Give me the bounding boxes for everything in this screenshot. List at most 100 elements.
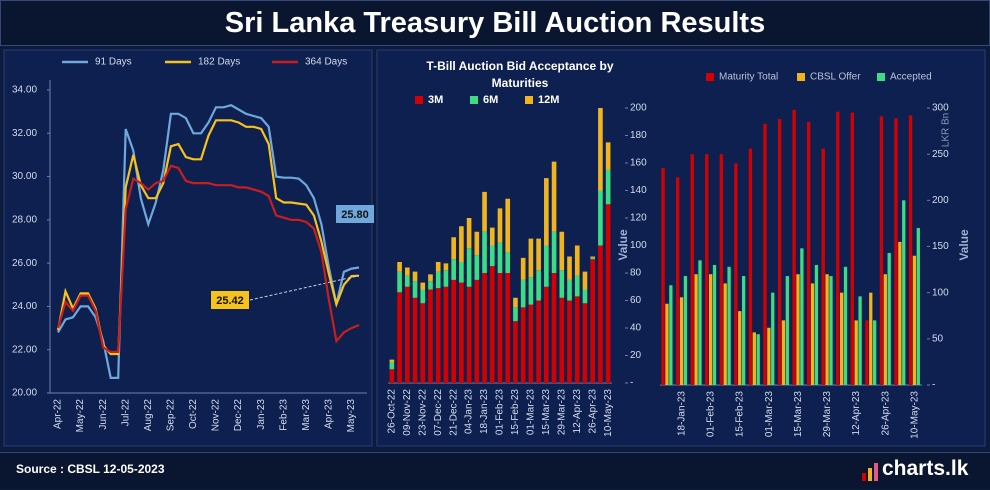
bar-segment — [528, 304, 534, 383]
bar-segment — [459, 282, 464, 383]
x-tick-label: 26-Apr-23 — [587, 389, 598, 434]
bar-segment — [466, 248, 472, 287]
bar-segment — [590, 257, 596, 260]
bar — [741, 276, 746, 385]
x-tick-label: 23-Nov-22 — [417, 389, 428, 436]
bar — [912, 255, 917, 385]
panel — [3, 49, 373, 447]
label-connector — [249, 275, 360, 301]
y-tick-label: 120 — [630, 213, 647, 224]
bar-segment — [513, 297, 518, 308]
bar — [843, 266, 848, 385]
bar-segment — [489, 227, 495, 246]
x-tick-label: Mar-23 — [301, 399, 312, 431]
y-tick-label: 150 — [932, 241, 949, 252]
legend-swatch — [877, 73, 885, 81]
x-tick-label: 09-Nov-22 — [402, 389, 413, 436]
bar — [679, 297, 684, 385]
bar-segment — [404, 275, 410, 287]
bar — [908, 115, 913, 386]
bar-segment — [412, 281, 418, 298]
y-tick-label: 60 — [630, 295, 642, 306]
bar-segment — [489, 266, 495, 383]
legend-swatch — [525, 96, 533, 104]
bar-segment — [451, 279, 456, 383]
bar — [850, 112, 854, 385]
bar — [752, 332, 756, 385]
bar — [727, 266, 731, 385]
line-series — [56, 164, 360, 353]
x-tick-label: 29-Mar-23 — [556, 389, 567, 436]
bar-segment — [567, 300, 572, 383]
bar-segment — [505, 252, 511, 273]
x-tick-label: 01-Mar-23 — [526, 389, 537, 436]
bar — [763, 123, 767, 386]
bar-segment — [497, 273, 503, 383]
bar — [771, 292, 775, 385]
bar — [902, 200, 906, 385]
bar — [829, 276, 833, 385]
bar-segment — [551, 231, 557, 273]
bar — [698, 260, 702, 385]
bar — [767, 327, 771, 385]
bar-segment — [567, 279, 572, 301]
y-tick-label: 50 — [932, 333, 944, 344]
x-tick-label: 10-May-23 — [909, 391, 920, 439]
y-tick-label: 20.00 — [12, 388, 37, 399]
y-tick-label: 180 — [630, 130, 647, 141]
bar-segment — [590, 259, 596, 383]
bar — [676, 177, 680, 385]
bar-segment — [420, 289, 426, 304]
bar-segment — [497, 208, 503, 243]
x-tick-label: 26-Apr-23 — [880, 391, 891, 436]
bar-segment — [544, 286, 549, 383]
bar — [690, 154, 694, 385]
bar — [916, 228, 920, 385]
x-tick-label: 07-Dec-22 — [433, 389, 444, 436]
x-tick-label: 01-Feb-23 — [706, 391, 717, 438]
x-tick-label: 12-Apr-23 — [572, 389, 583, 434]
y-tick-label: 80 — [630, 268, 642, 279]
bar — [777, 119, 782, 385]
bar — [781, 320, 786, 385]
bar-segment — [451, 259, 456, 280]
bar — [865, 320, 869, 385]
x-tick-label: Oct-22 — [188, 399, 199, 429]
y-tick-label: 100 — [932, 287, 949, 298]
bar-segment — [474, 255, 480, 280]
bar — [858, 296, 862, 385]
x-tick-label: Aug-22 — [143, 399, 154, 432]
y-tick-label: 32.00 — [12, 128, 37, 139]
line-series — [57, 104, 360, 379]
bar-segment — [551, 161, 557, 232]
y-tick-label: 300 — [932, 103, 949, 114]
bar-segment — [428, 274, 433, 282]
bar-segment — [598, 245, 603, 383]
legend-swatch — [415, 96, 423, 104]
legend-label: 182 Days — [198, 57, 240, 68]
bar — [836, 111, 840, 386]
bar-segment — [528, 277, 534, 305]
bar-segment — [605, 142, 611, 170]
source: Source : CBSL 12-05-2023 — [16, 462, 165, 476]
y-tick-label: 140 — [630, 185, 647, 196]
bar-segment — [605, 169, 611, 205]
x-tick-label: 18-Jan-23 — [479, 389, 490, 434]
bar-segment — [497, 242, 503, 273]
bar — [734, 163, 738, 385]
bar — [821, 148, 825, 385]
legend-label: Maturity Total — [719, 72, 778, 83]
y-tick-label: 34.00 — [12, 85, 37, 96]
x-tick-label: 29-Mar-23 — [822, 391, 833, 438]
bar-segment — [404, 267, 410, 276]
y-tick-label: 200 — [630, 103, 647, 114]
bar-segment — [435, 271, 441, 289]
bar-segment — [420, 303, 426, 383]
bar-segment — [582, 303, 588, 383]
bar-segment — [482, 273, 487, 383]
bar-segment — [443, 286, 449, 383]
bar-segment — [574, 275, 580, 297]
x-tick-label: Jul-22 — [120, 399, 131, 427]
bar — [792, 109, 796, 385]
y-tick-label: 30.00 — [12, 171, 37, 182]
